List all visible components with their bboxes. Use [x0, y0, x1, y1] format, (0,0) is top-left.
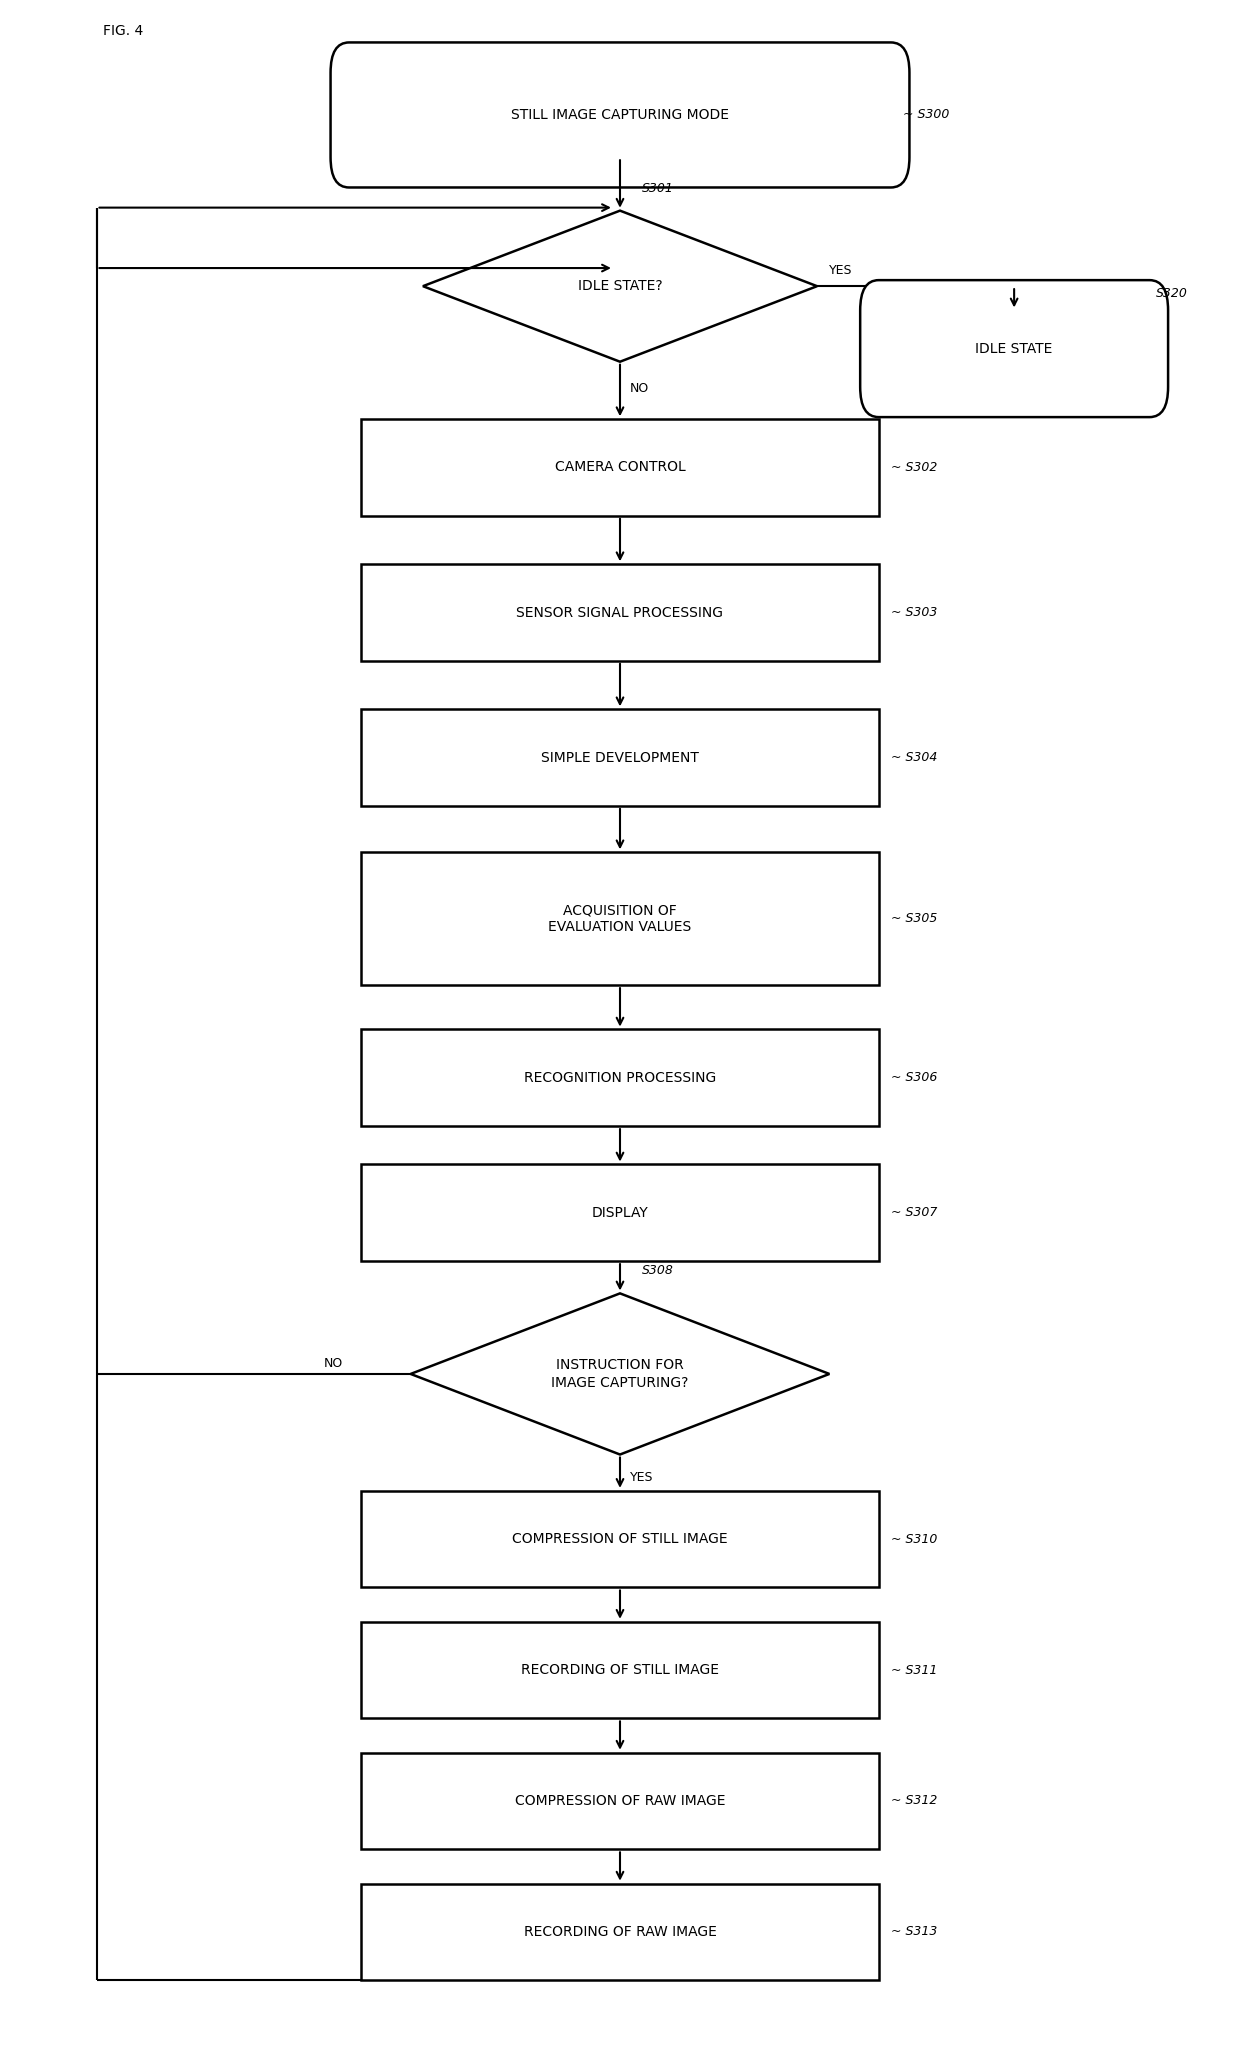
Text: NO: NO [630, 382, 649, 394]
Bar [361, 852, 879, 986]
Text: S301: S301 [642, 182, 675, 194]
Text: CAMERA CONTROL: CAMERA CONTROL [554, 460, 686, 474]
Bar [361, 710, 879, 807]
Text: ACQUISITION OF
EVALUATION VALUES: ACQUISITION OF EVALUATION VALUES [548, 904, 692, 935]
Text: SIMPLE DEVELOPMENT: SIMPLE DEVELOPMENT [541, 751, 699, 765]
Text: STILL IMAGE CAPTURING MODE: STILL IMAGE CAPTURING MODE [511, 107, 729, 122]
Bar [361, 1622, 879, 1718]
Bar [361, 1029, 879, 1126]
Bar [361, 563, 879, 660]
Text: ~ S311: ~ S311 [892, 1663, 937, 1677]
Text: S320: S320 [1156, 287, 1188, 301]
Text: ~ S303: ~ S303 [892, 607, 937, 619]
Text: INSTRUCTION FOR
IMAGE CAPTURING?: INSTRUCTION FOR IMAGE CAPTURING? [552, 1357, 688, 1390]
Text: COMPRESSION OF STILL IMAGE: COMPRESSION OF STILL IMAGE [512, 1533, 728, 1545]
Polygon shape [423, 210, 817, 361]
Text: ~ S313: ~ S313 [892, 1925, 937, 1939]
Polygon shape [410, 1294, 830, 1454]
Text: NO: NO [324, 1357, 343, 1370]
Text: IDLE STATE: IDLE STATE [976, 342, 1053, 355]
Text: IDLE STATE?: IDLE STATE? [578, 279, 662, 293]
Bar [361, 1164, 879, 1260]
Text: DISPLAY: DISPLAY [591, 1205, 649, 1219]
Text: ~ S305: ~ S305 [892, 912, 937, 924]
Text: YES: YES [630, 1471, 653, 1483]
Bar [361, 1754, 879, 1848]
Text: FIG. 4: FIG. 4 [103, 25, 143, 39]
Text: SENSOR SIGNAL PROCESSING: SENSOR SIGNAL PROCESSING [517, 607, 723, 619]
Text: ~ S300: ~ S300 [903, 109, 950, 122]
Text: COMPRESSION OF RAW IMAGE: COMPRESSION OF RAW IMAGE [515, 1795, 725, 1807]
Bar [361, 419, 879, 516]
Text: RECOGNITION PROCESSING: RECOGNITION PROCESSING [523, 1071, 717, 1085]
Text: S308: S308 [642, 1265, 675, 1277]
Text: YES: YES [830, 264, 853, 276]
Text: ~ S306: ~ S306 [892, 1071, 937, 1085]
Text: ~ S304: ~ S304 [892, 751, 937, 763]
Bar [361, 1884, 879, 1980]
FancyBboxPatch shape [861, 281, 1168, 417]
Text: ~ S307: ~ S307 [892, 1207, 937, 1219]
Text: ~ S312: ~ S312 [892, 1795, 937, 1807]
Bar [361, 1492, 879, 1586]
Text: RECORDING OF STILL IMAGE: RECORDING OF STILL IMAGE [521, 1663, 719, 1677]
FancyBboxPatch shape [331, 43, 909, 188]
Text: RECORDING OF RAW IMAGE: RECORDING OF RAW IMAGE [523, 1925, 717, 1939]
Text: ~ S302: ~ S302 [892, 460, 937, 474]
Text: ~ S310: ~ S310 [892, 1533, 937, 1545]
